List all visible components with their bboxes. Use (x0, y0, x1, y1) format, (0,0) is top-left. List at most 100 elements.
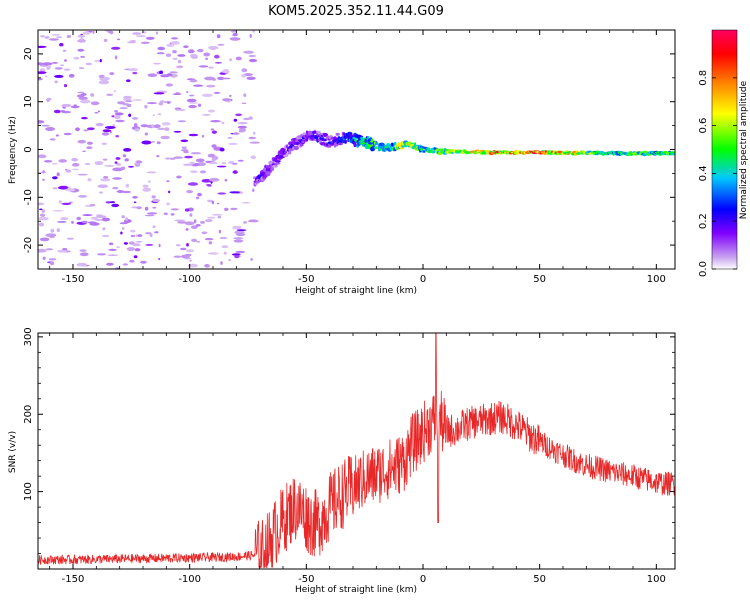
spectrogram-noise-cell (228, 94, 232, 98)
spectrogram-noise-cell (250, 258, 253, 261)
spectrogram-noise-cell (198, 65, 209, 68)
spectrogram-noise-cell (60, 217, 69, 221)
spectrogram-signal-cell (301, 140, 305, 144)
spectrogram-noise-cell (201, 231, 208, 235)
spectrogram-noise-cell (102, 129, 112, 133)
spectrogram-noise-cell (207, 153, 216, 158)
spectrogram-noise-cell (89, 203, 96, 207)
spectrogram-noise-cell (134, 123, 138, 127)
spectrogram-noise-cell (112, 167, 124, 172)
spectrogram-noise-cell (117, 38, 121, 41)
spectrogram-noise-cell (243, 93, 247, 97)
spectrogram-noise-cell (184, 155, 193, 159)
spectrogram-noise-cell (107, 254, 119, 256)
spectrogram-noise-cell (133, 201, 137, 204)
spectrogram-noise-cell (209, 177, 220, 182)
spectrogram-noise-cell (109, 201, 115, 204)
spectrogram-noise-cell (120, 166, 126, 170)
spectrogram-noise-cell (176, 65, 184, 69)
spectrogram-noise-cell (144, 214, 155, 217)
spectrogram-noise-cell (80, 55, 86, 58)
spectrogram-noise-cell (185, 228, 189, 231)
spectrogram-noise-cell (102, 158, 108, 161)
spectrogram-noise-cell (235, 250, 246, 254)
y-tick-label: 10 (23, 95, 34, 108)
spectrogram-noise-cell (129, 259, 135, 263)
spectrogram-noise-cell (87, 178, 92, 182)
spectrogram-noise-cell (184, 208, 190, 212)
spectrogram-noise-cell (144, 132, 148, 136)
spectrogram-noise-cell (129, 40, 137, 42)
spectrogram-noise-cell (193, 84, 204, 87)
spectrogram-noise-cell (217, 76, 225, 81)
spectrogram-signal-cell (426, 147, 431, 151)
spectrogram-noise-cell (115, 157, 121, 160)
spectrogram-noise-cell (131, 117, 139, 120)
spectrogram-noise-cell (113, 90, 117, 93)
spectrogram-noise-cell (229, 58, 232, 62)
spectrogram-noise-cell (72, 163, 80, 167)
spectrogram-signal-cell (335, 132, 340, 136)
spectrogram-noise-cell (50, 228, 55, 233)
spectrogram-noise-cell (130, 234, 136, 238)
spectrogram-noise-cell (123, 95, 132, 100)
spectrogram-noise-cell (204, 76, 215, 81)
spectrogram-noise-cell (82, 214, 93, 216)
spectrogram-noise-cell (58, 200, 62, 204)
spectrogram-noise-cell (58, 159, 67, 163)
spectrogram-signal-cell (283, 154, 289, 158)
spectrogram-x-label: Height of straight line (km) (295, 286, 417, 296)
spectrogram-noise-cell (210, 128, 215, 131)
spectrogram-noise-cell (156, 155, 160, 158)
spectrogram-noise-cell (243, 73, 253, 77)
spectrogram-noise-cell (177, 120, 187, 123)
spectrogram-noise-cell (105, 201, 112, 204)
spectrogram-noise-cell (166, 180, 170, 182)
spectrogram-noise-cell (61, 103, 72, 108)
spectrogram-noise-cell (128, 68, 138, 72)
spectrogram-noise-cell (42, 256, 46, 260)
spectrogram-noise-cell (132, 243, 141, 247)
spectrogram-noise-cell (98, 74, 105, 78)
spectrogram-noise-cell (135, 35, 147, 37)
spectrogram-noise-cell (125, 183, 130, 188)
spectrogram-noise-cell (184, 257, 191, 260)
spectrogram-noise-cell (160, 135, 170, 140)
spectrogram-noise-cell (90, 93, 95, 97)
spectrogram-noise-cell (252, 30, 255, 33)
y-tick-label: 200 (23, 405, 34, 424)
spectrogram-signal-cell (316, 138, 320, 143)
spectrogram-noise-cell (201, 134, 205, 138)
spectrogram-noise-cell (108, 242, 114, 246)
spectrogram-noise-cell (108, 248, 117, 251)
spectrogram-noise-cell (174, 219, 186, 222)
spectrogram-noise-cell (132, 71, 138, 75)
spectrogram-noise-cell (145, 36, 155, 40)
spectrogram-noise-cell (189, 259, 192, 262)
spectrogram-noise-cell (207, 252, 219, 255)
spectrogram-noise-cell (172, 57, 178, 60)
spectrogram-noise-cell (76, 262, 88, 267)
spectrogram-noise-cell (203, 52, 211, 57)
spectrogram-noise-cell (147, 73, 158, 77)
spectrogram-signal-cell (344, 139, 348, 144)
spectrogram-noise-cell (187, 263, 198, 268)
spectrogram-signal-cell (337, 142, 343, 146)
spectrogram-noise-cell (176, 175, 182, 179)
spectrogram-noise-cell (145, 232, 152, 235)
spectrogram-noise-cell (197, 103, 202, 108)
spectrogram-noise-cell (86, 146, 93, 150)
spectrogram-noise-cell (217, 192, 227, 195)
spectrogram-noise-cell (196, 241, 201, 243)
spectrogram-noise-cell (227, 137, 233, 139)
spectrogram-noise-cell (61, 202, 72, 205)
spectrogram-noise-cell (39, 208, 43, 211)
spectrogram-noise-cell (232, 33, 238, 37)
spectrogram-noise-cell (195, 158, 205, 163)
spectrogram-noise-cell (186, 90, 189, 94)
spectrogram-noise-cell (48, 258, 57, 261)
spectrogram-noise-cell (130, 229, 136, 233)
spectrogram-noise-cell (142, 184, 149, 188)
spectrogram-signal-cell (386, 143, 391, 148)
